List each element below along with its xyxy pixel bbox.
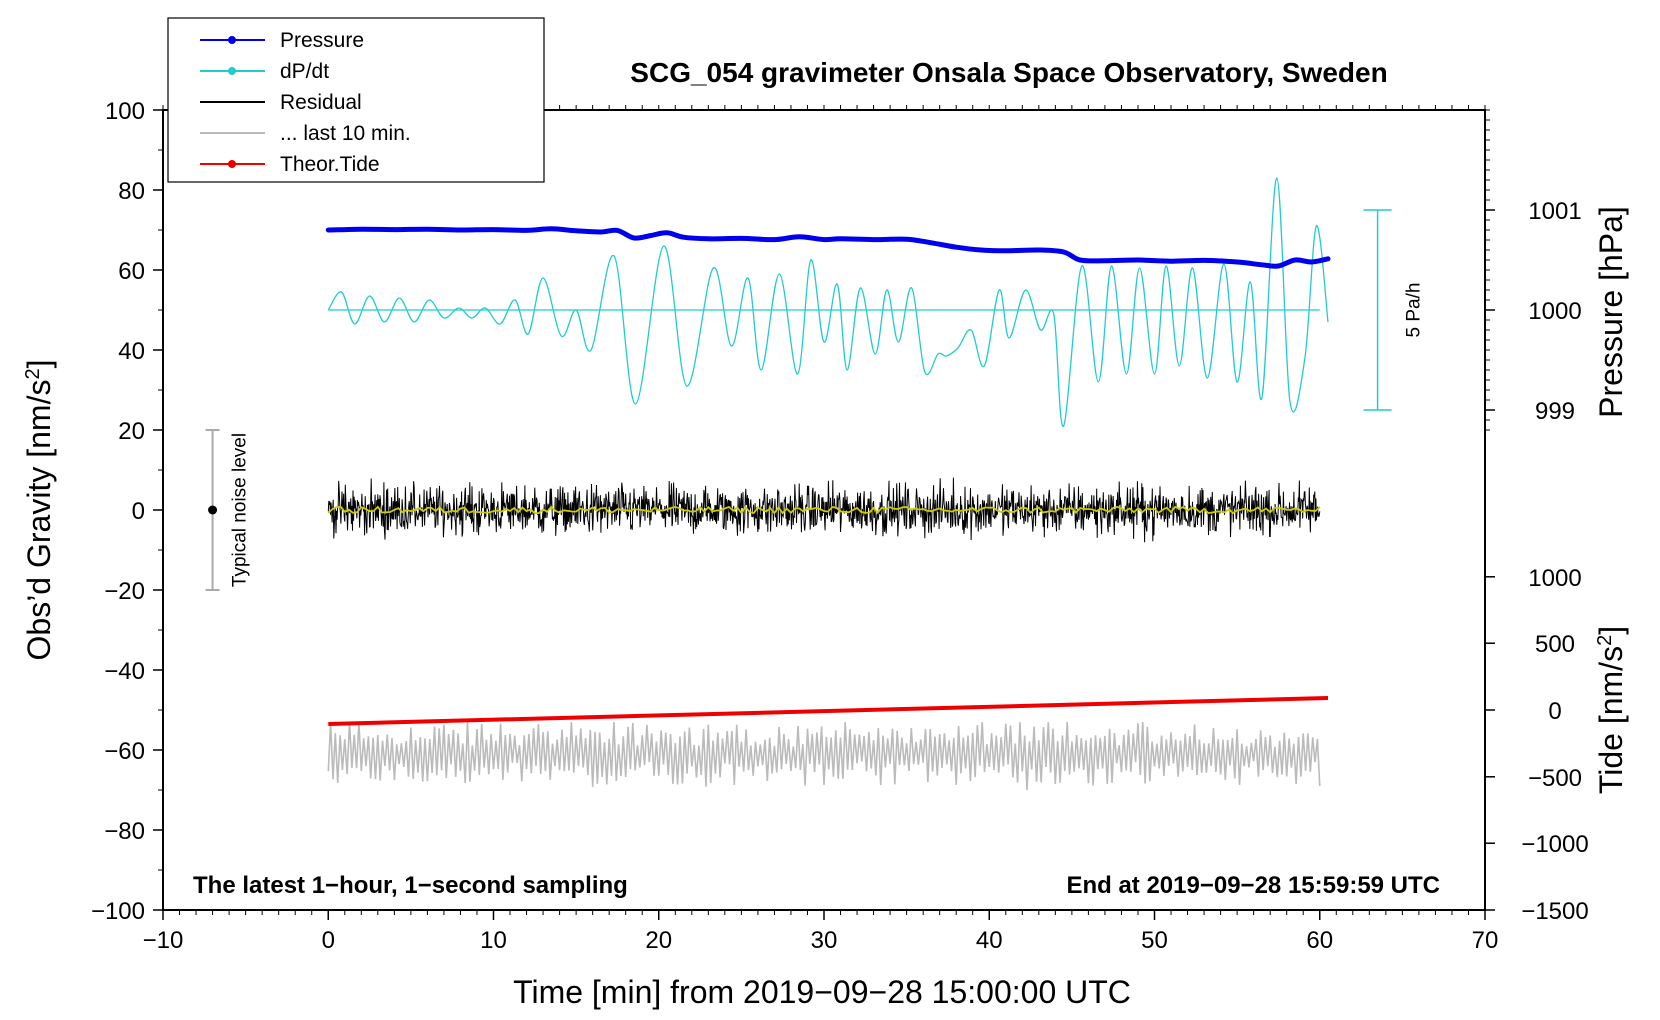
y-axis-title-tide: Tide [nm/s2] — [1593, 626, 1629, 794]
legend: Pressure dP/dt Residual ... last 10 min. The… — [167, 17, 545, 183]
x-tick-label: 20 — [645, 927, 672, 954]
pressure-tick-label: 999 — [1535, 398, 1575, 425]
x-axis-title: Time [min] from 2019−09−28 15:00:00 UTC — [513, 974, 1131, 1010]
tide-tick-label: 1000 — [1528, 565, 1581, 592]
legend-label: dP/dt — [280, 60, 329, 83]
y-tick-label: −60 — [104, 738, 145, 765]
tide-tick-label: −500 — [1528, 765, 1582, 792]
y-tick-label: 80 — [118, 178, 145, 205]
x-tick-label: 70 — [1472, 927, 1499, 954]
y-tick-label: −40 — [104, 658, 145, 685]
y-axis-title-tide-sup: 2 — [1594, 635, 1616, 646]
x-tick-label: 50 — [1141, 927, 1168, 954]
y-axis-title-tide-main: Tide [nm/s — [1593, 646, 1629, 794]
axes: −10 0 10 20 30 40 50 60 70100806040200−20−40−60−… — [91, 98, 1589, 954]
y-axis-title-pressure: Pressure [hPa] — [1593, 206, 1629, 418]
dpdt-line — [327, 177, 1329, 427]
tide-line — [328, 696, 1329, 726]
residual-mean-line — [327, 505, 1321, 515]
rate-scale-label: 5 Pa/h — [1404, 283, 1425, 338]
legend-marker — [228, 160, 236, 168]
legend-marker — [228, 67, 236, 75]
tide-tick-label: 500 — [1535, 631, 1575, 658]
x-tick-label: 10 — [480, 927, 507, 954]
y-axis-title-gravity: Obs’d Gravity [nm/s2] — [21, 360, 57, 661]
y-axis-title-gravity-end: ] — [21, 360, 57, 369]
x-tick-label: 30 — [811, 927, 838, 954]
residual-line — [327, 477, 1321, 543]
pressure-line — [325, 226, 1331, 269]
chart-title: SCG_054 gravimeter Onsala Space Observat… — [630, 57, 1387, 88]
y-axis-title-gravity-main: Obs’d Gravity [nm/s — [21, 380, 57, 661]
x-tick-label: 60 — [1306, 927, 1333, 954]
x-tick-label: 0 — [322, 927, 335, 954]
legend-label: Residual — [280, 91, 362, 114]
noise-center-point — [208, 505, 218, 515]
pressure-tick-label: 1000 — [1528, 298, 1581, 325]
tide-tick-label: 0 — [1548, 698, 1561, 725]
sampling-note: The latest 1−hour, 1−second sampling — [193, 872, 628, 899]
legend-marker — [228, 36, 236, 44]
y-tick-label: 0 — [132, 498, 145, 525]
legend-label: ... last 10 min. — [280, 122, 411, 145]
y-tick-label: −100 — [91, 898, 145, 925]
tide-tick-label: −1500 — [1521, 898, 1588, 925]
x-tick-label: 40 — [976, 927, 1003, 954]
series-layer: 5 Pa/h Typical noise level — [205, 177, 1425, 791]
y-axis-title-gravity-sup: 2 — [22, 368, 44, 379]
x-tick-label: −10 — [143, 927, 184, 954]
legend-box — [167, 17, 545, 183]
y-tick-label: 20 — [118, 418, 145, 445]
noise-label: Typical noise level — [230, 433, 251, 587]
last-10-min-line — [327, 721, 1321, 791]
legend-label: Theor.Tide — [280, 153, 380, 176]
y-tick-label: 100 — [105, 98, 145, 125]
end-time-note: End at 2019−09−28 15:59:59 UTC — [1066, 872, 1440, 899]
legend-label: Pressure — [280, 29, 364, 52]
y-tick-label: 60 — [118, 258, 145, 285]
y-tick-label: −20 — [104, 578, 145, 605]
y-tick-label: 40 — [118, 338, 145, 365]
y-axis-title-tide-end: ] — [1593, 626, 1629, 635]
y-tick-label: −80 — [104, 818, 145, 845]
tide-tick-label: −1000 — [1521, 831, 1588, 858]
pressure-tick-label: 1001 — [1528, 198, 1581, 225]
